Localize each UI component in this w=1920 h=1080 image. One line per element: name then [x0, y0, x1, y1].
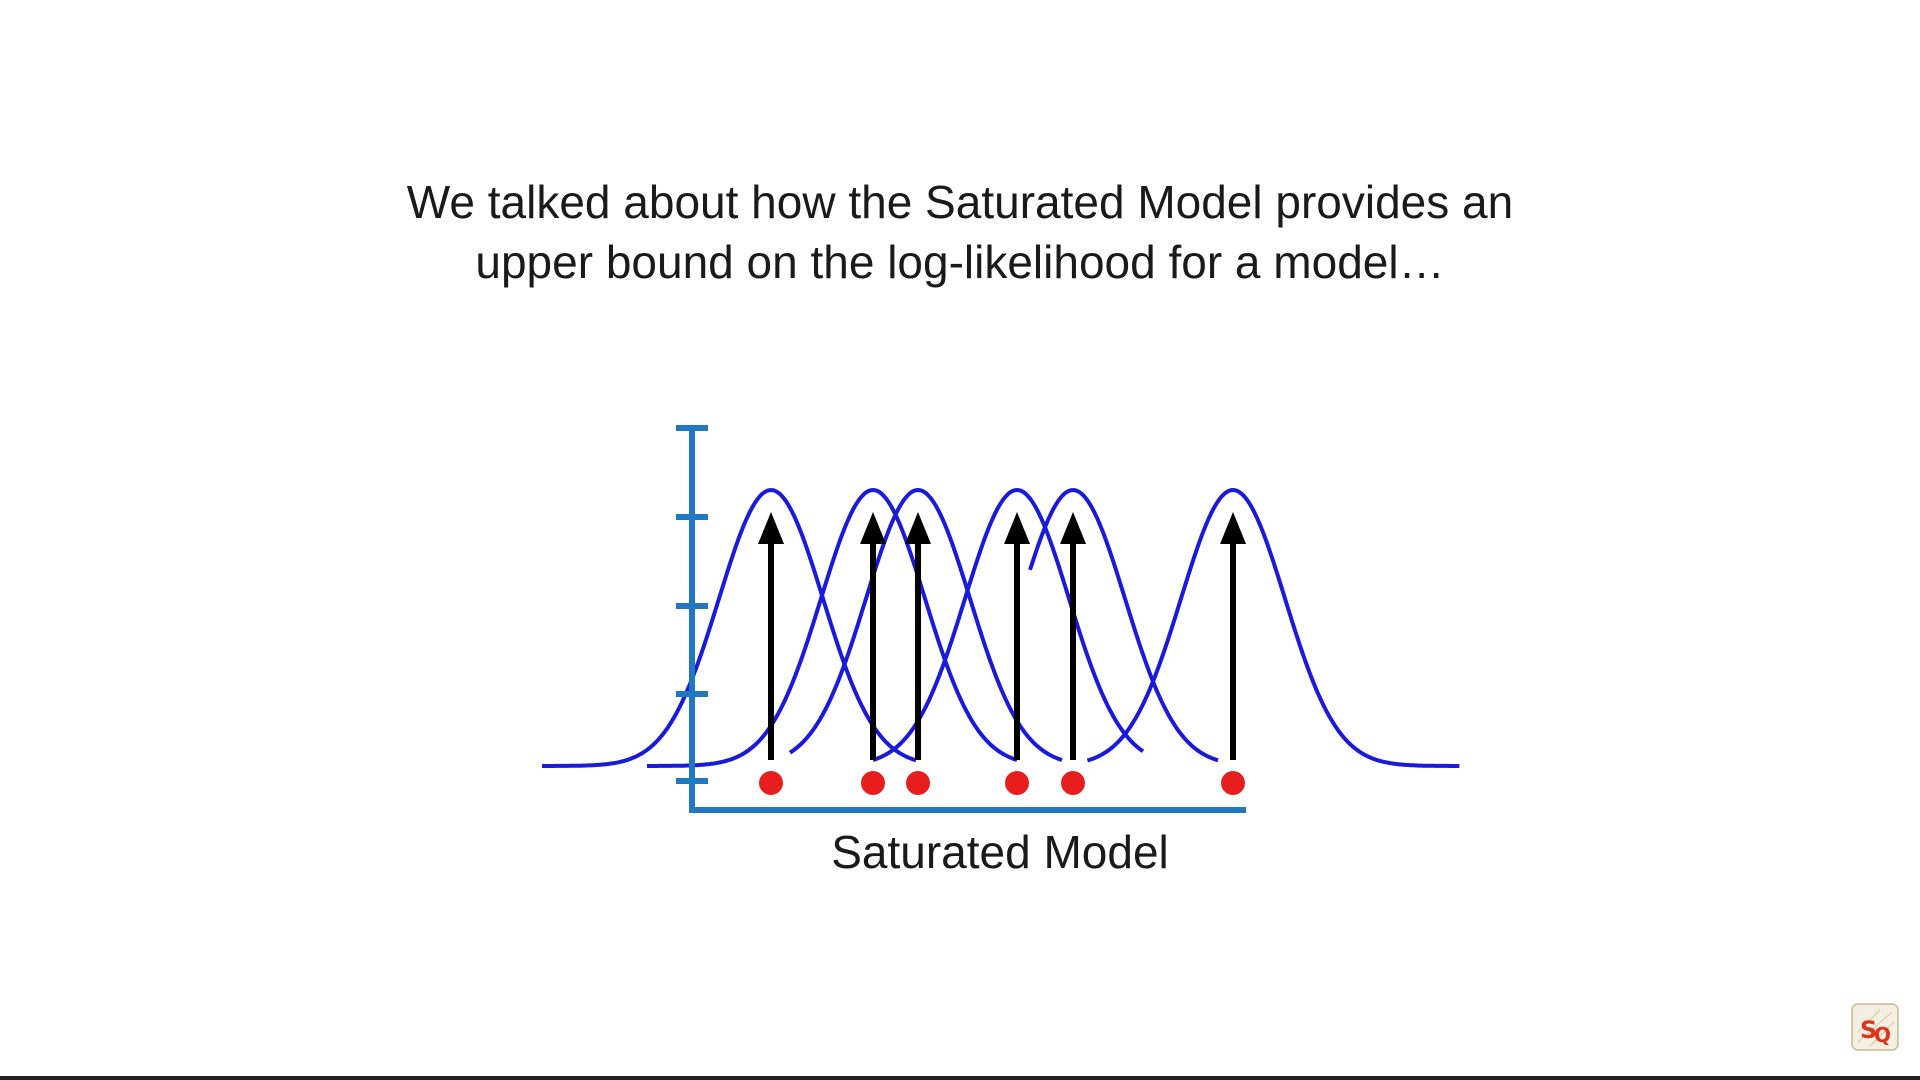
normal-curve-1 [542, 488, 917, 768]
caption-line-1: We talked about how the Saturated Model … [406, 176, 1514, 228]
data-points [759, 771, 1245, 795]
data-point-4 [1005, 771, 1029, 795]
x-axis-label: Saturated Model [831, 826, 1169, 878]
likelihood-arrow-head-5 [1060, 512, 1086, 544]
slide-caption: We talked about how the Saturated Model … [0, 172, 1920, 292]
likelihood-arrow-head-3 [905, 512, 931, 544]
normal-curve-2 [647, 488, 1018, 768]
normal-curves [542, 488, 1460, 768]
data-point-5 [1061, 771, 1085, 795]
data-point-3 [906, 771, 930, 795]
svg-text:S: S [1860, 1016, 1877, 1044]
data-point-6 [1221, 771, 1245, 795]
normal-curve-5 [1028, 488, 1219, 763]
data-point-1 [759, 771, 783, 795]
likelihood-arrow-head-4 [1004, 512, 1030, 544]
likelihood-arrow-head-6 [1220, 512, 1246, 544]
normal-curve-6 [1086, 488, 1460, 768]
caption-line-2: upper bound on the log-likelihood for a … [475, 236, 1445, 288]
likelihood-arrows [758, 512, 1246, 760]
likelihood-arrow-head-2 [860, 512, 886, 544]
likelihood-arrow-head-1 [758, 512, 784, 544]
data-point-2 [861, 771, 885, 795]
statquest-logo-icon: S Q [1851, 1003, 1899, 1051]
axes [676, 425, 1246, 813]
bottom-bar [0, 1076, 1920, 1080]
svg-text:Q: Q [1874, 1023, 1891, 1047]
